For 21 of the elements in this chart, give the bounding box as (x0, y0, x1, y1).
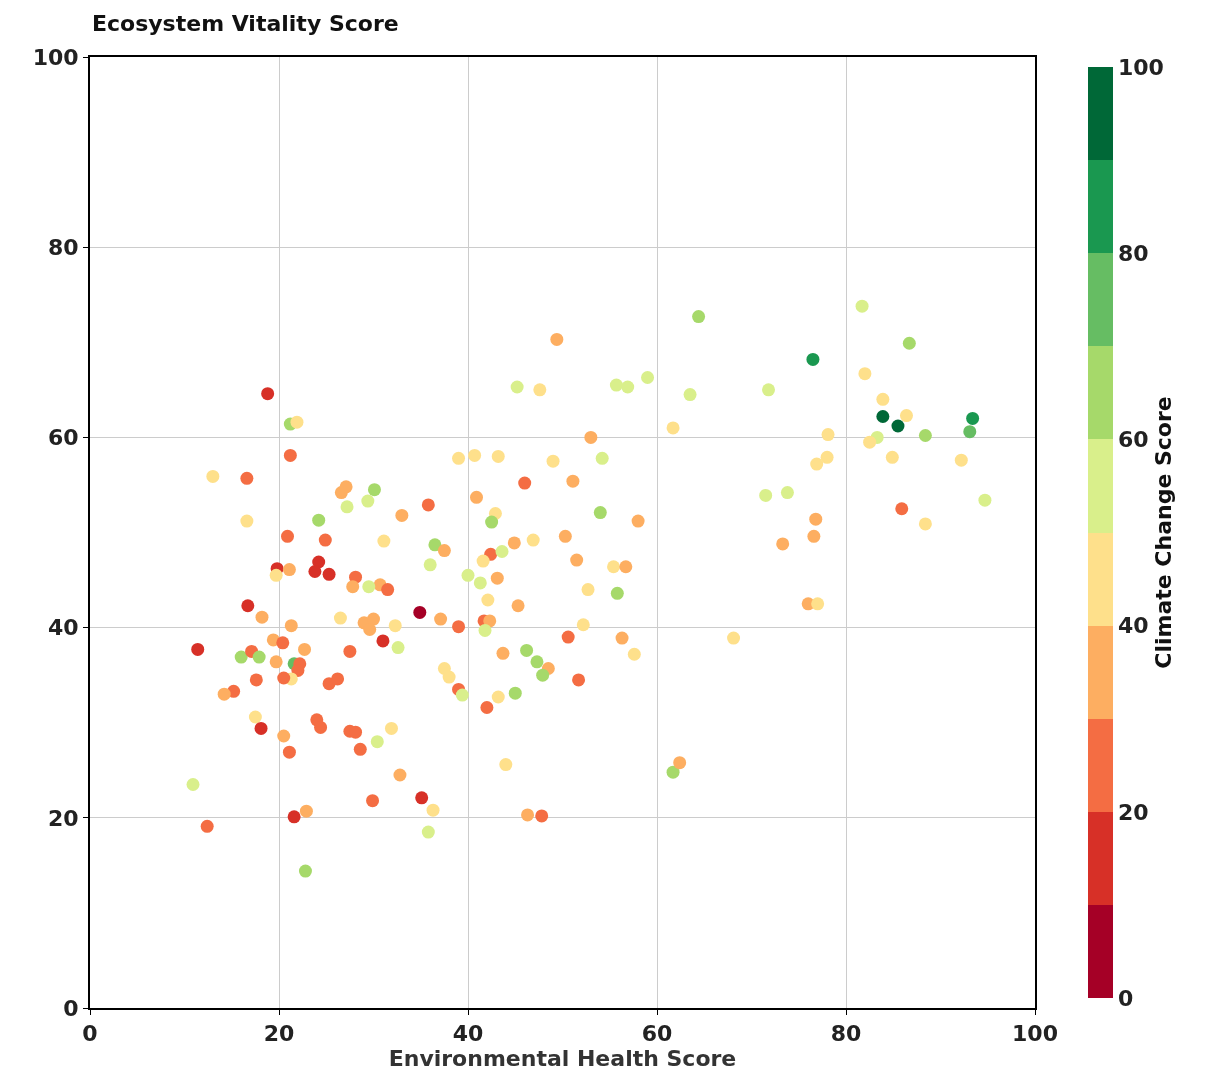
color-bar-label: 60 (1117, 427, 1149, 453)
color-bar-label: 80 (1117, 240, 1149, 266)
y-tick-label: 60 (47, 425, 79, 451)
x-tick-label: 40 (452, 1021, 484, 1047)
x-tick-label: 20 (263, 1021, 295, 1047)
x-axis-title: Environmental Health Score (388, 1046, 737, 1072)
x-tick-label: 60 (641, 1021, 673, 1047)
color-bar-label: 0 (1117, 985, 1134, 1011)
y-tick-label: 80 (47, 234, 79, 260)
color-bar-label: 20 (1117, 799, 1149, 825)
x-tick-label: 100 (1012, 1021, 1058, 1047)
y-tick-label: 40 (47, 615, 79, 641)
y-tick-label: 0 (63, 995, 79, 1021)
y-tick-label: 100 (32, 44, 79, 70)
color-bar-label: 100 (1117, 54, 1164, 80)
color-bar-label: 40 (1117, 613, 1149, 639)
y-tick-label: 20 (47, 805, 79, 831)
x-tick-label: 80 (830, 1021, 862, 1047)
x-tick-label: 0 (82, 1021, 98, 1047)
y-axis-title: Ecosystem Vitality Score (92, 11, 399, 36)
color-bar-title: Climate Change Score (1150, 396, 1176, 669)
